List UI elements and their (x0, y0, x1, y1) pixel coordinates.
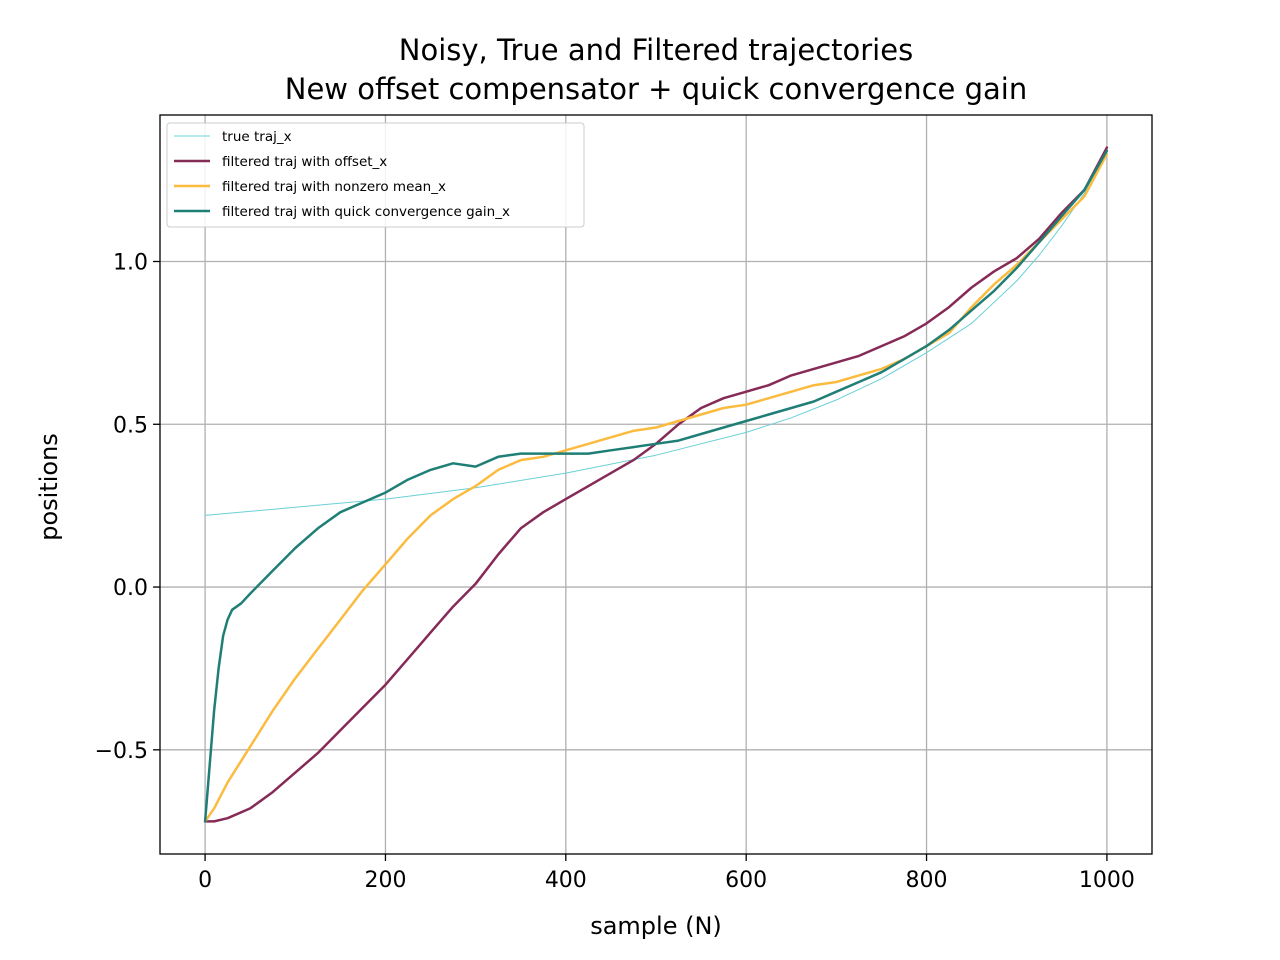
x-tick-label: 800 (906, 868, 948, 893)
series-lines (203, 146, 1109, 823)
x-tick-label: 600 (725, 868, 767, 893)
x-tick-label: 200 (364, 868, 406, 893)
x-axis-label: sample (N) (590, 912, 722, 940)
legend-label-3: filtered traj with nonzero mean_x (222, 179, 446, 195)
y-tick-label: 0.0 (113, 576, 148, 601)
series-line-3 (203, 152, 1109, 823)
x-tick-label: 400 (545, 868, 587, 893)
series-line-1 (204, 153, 1108, 516)
plot-frame (159, 114, 1153, 855)
chart-title-line-1: Noisy, True and Filtered trajectories (399, 33, 913, 67)
legend: true traj_x filtered traj with offset_xfi… (166, 122, 585, 228)
y-axis-label: positions (35, 433, 63, 541)
legend-label-1: true traj_x (222, 129, 292, 145)
series-line-4 (203, 149, 1109, 823)
y-tick-label: 0.5 (113, 413, 148, 438)
y-tick-label: −0.5 (95, 739, 148, 764)
legend-box (166, 122, 585, 228)
x-tick-label: 0 (198, 868, 212, 893)
y-tick-label: 1.0 (113, 250, 148, 275)
chart-title-line-2: New offset compensator + quick convergen… (285, 72, 1028, 106)
x-tick-label: 1000 (1079, 868, 1135, 893)
axis-ticks: 0 200 400 600 800 1000 −0.5 0.0 0.5 1.0 (95, 250, 1135, 893)
legend-label-2: filtered traj with offset_x (222, 154, 387, 170)
legend-label-4: filtered traj with quick convergence gai… (222, 204, 510, 220)
grid (160, 115, 1152, 854)
series-line-2 (203, 146, 1109, 823)
